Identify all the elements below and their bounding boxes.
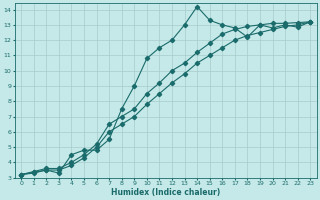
X-axis label: Humidex (Indice chaleur): Humidex (Indice chaleur)	[111, 188, 220, 197]
